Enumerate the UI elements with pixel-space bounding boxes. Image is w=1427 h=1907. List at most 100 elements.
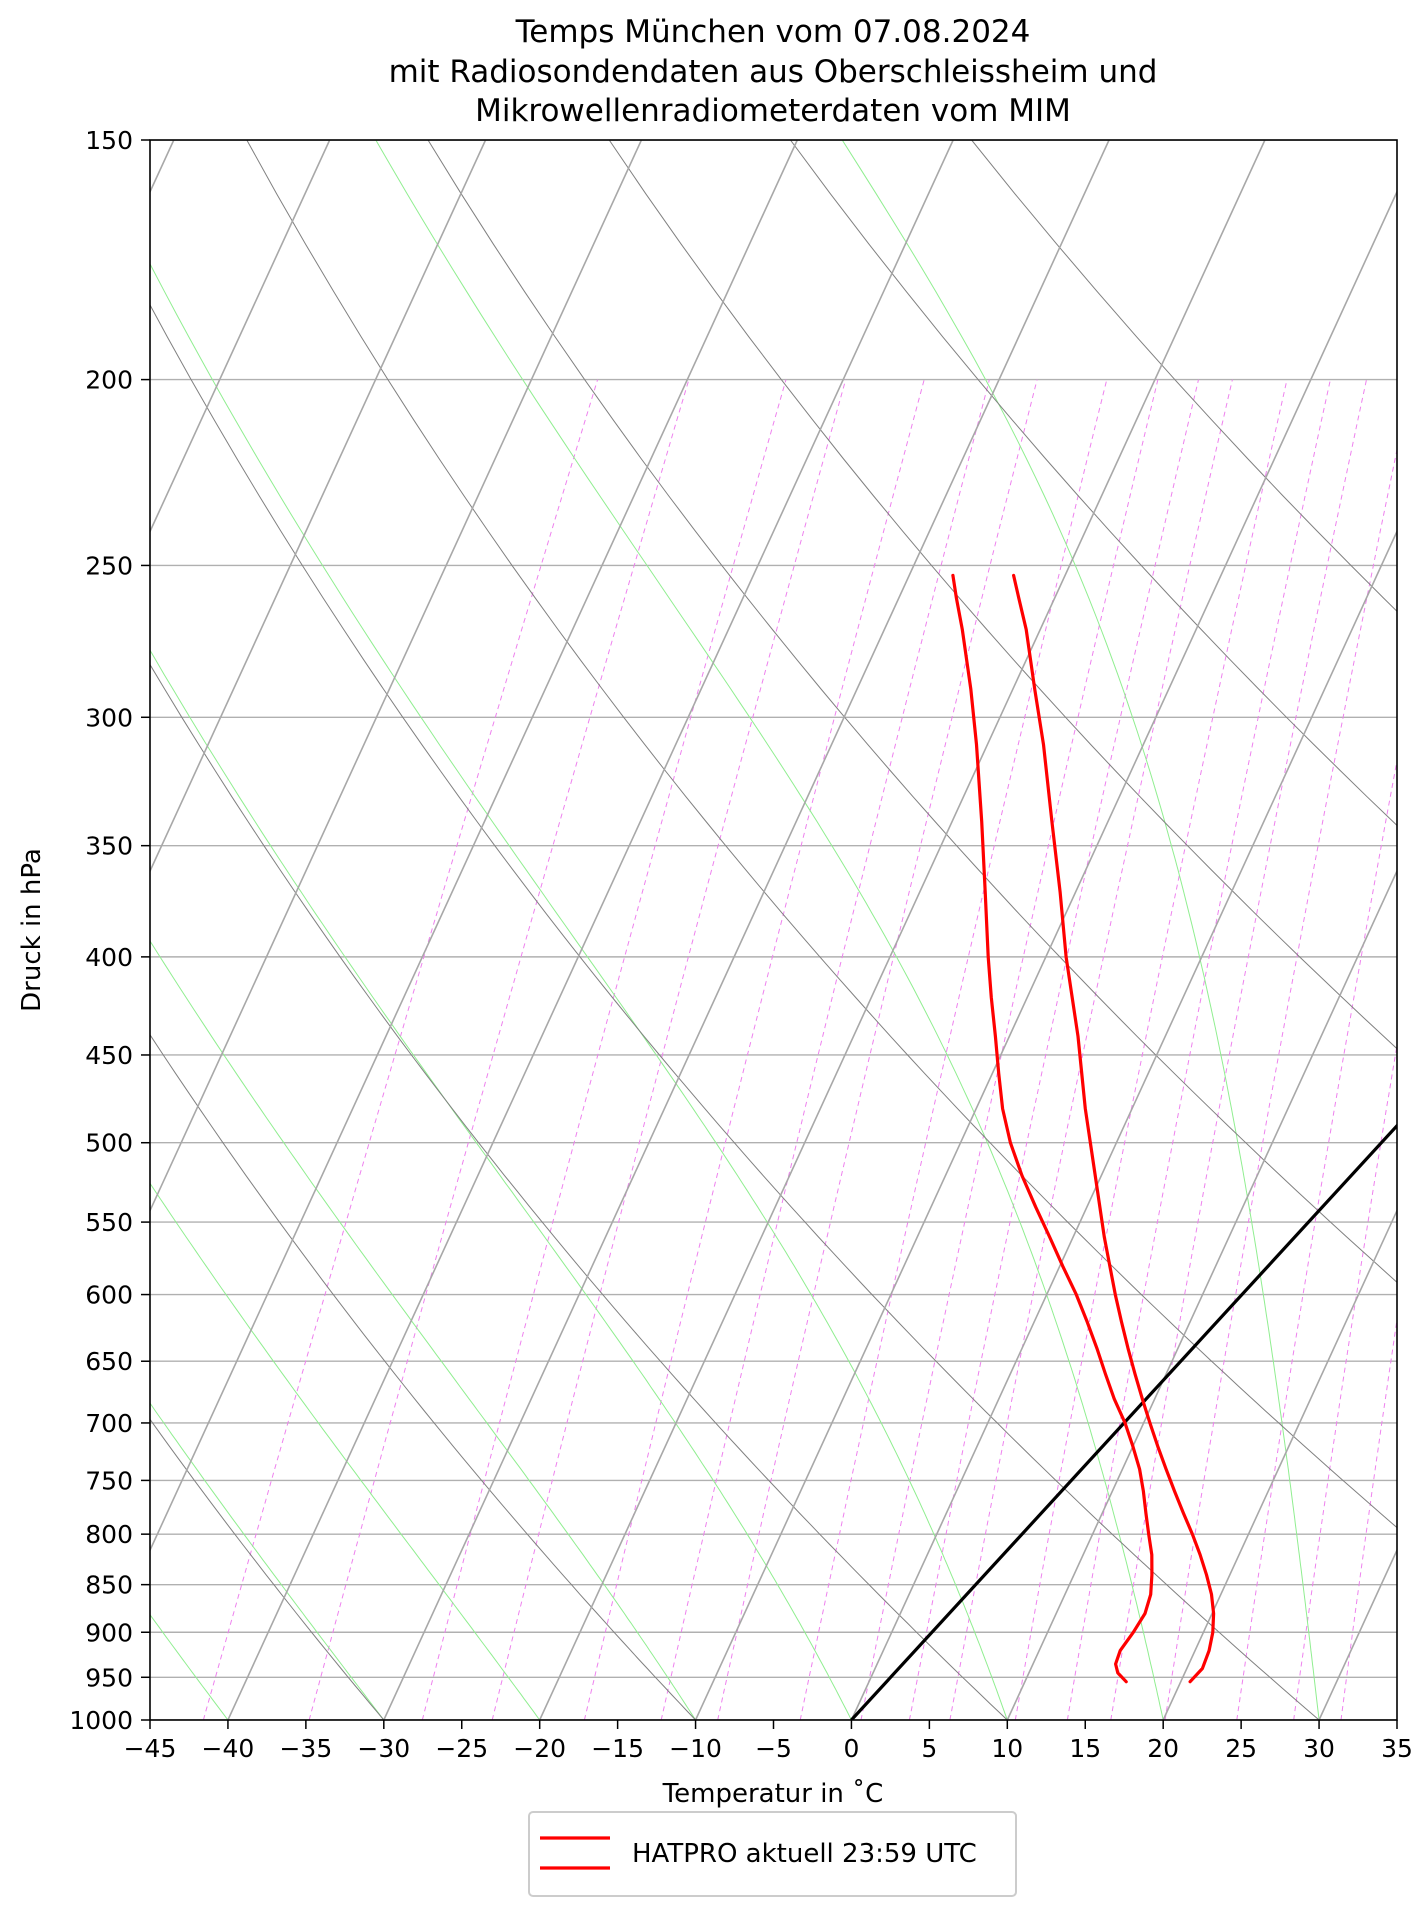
y-tick-label: 250 <box>85 551 133 580</box>
isotherm-line <box>383 140 1110 1720</box>
mixing-ratio-line <box>1417 380 1427 1720</box>
mixing-ratio-line <box>860 379 1159 1720</box>
chart-title-line-3: Mikrowellenradiometerdaten vom MIM <box>475 93 1071 129</box>
mixing-ratio-lines <box>202 379 1427 1720</box>
legend: HATPRO aktuell 23:59 UTC <box>528 1811 1017 1897</box>
series-line-dewpoint <box>951 573 1154 1684</box>
y-tick-label: 200 <box>85 366 133 395</box>
plot-area <box>0 140 1427 1720</box>
y-tick-label: 650 <box>85 1347 133 1376</box>
parcel-line-path <box>850 1123 1397 1720</box>
x-tick-label: −40 <box>202 1734 255 1763</box>
mixing-ratio-line <box>308 379 690 1720</box>
moist-adiabat-line <box>841 140 1320 1720</box>
mixing-ratio-line <box>908 379 1199 1720</box>
isotherm-line <box>694 189 1397 1720</box>
dry-adiabat-line <box>789 140 1397 827</box>
mixing-ratio-line <box>491 379 847 1720</box>
isotherm-line <box>1318 1548 1397 1720</box>
y-tick-label: 800 <box>85 1520 133 1549</box>
mixing-ratio-line <box>421 379 787 1720</box>
isotherm-line <box>150 140 331 534</box>
chart-title-line-2: mit Radiosondendaten aus Oberschleisshei… <box>389 54 1158 90</box>
mixing-ratio-line <box>1340 1316 1397 1720</box>
parcel-line <box>850 1123 1397 1720</box>
x-tick-label: 15 <box>1069 1734 1101 1763</box>
dry-adiabat-line <box>150 303 1320 1720</box>
isotherm-line <box>227 140 954 1720</box>
isotherm-line <box>1162 1208 1397 1720</box>
y-tick-label: 850 <box>85 1571 133 1600</box>
moist-adiabat-line <box>150 649 852 1720</box>
x-tick-label: −5 <box>755 1734 792 1763</box>
series-line-temperature <box>1011 573 1216 1684</box>
y-tick-label: 900 <box>85 1618 133 1647</box>
dry-adiabat-line <box>150 663 1008 1720</box>
isotherm-line <box>538 140 1266 1720</box>
isotherms <box>0 140 1397 1720</box>
legend-label: HATPRO aktuell 23:59 UTC <box>632 1839 977 1869</box>
y-tick-label: 300 <box>85 703 133 732</box>
x-tick-label: 10 <box>991 1734 1023 1763</box>
isotherm-line <box>150 140 799 1553</box>
x-tick-label: −25 <box>435 1734 488 1763</box>
mixing-ratio-line <box>660 379 990 1720</box>
mixing-ratio-line <box>1236 758 1397 1720</box>
x-tick-label: 35 <box>1381 1734 1413 1763</box>
legend-box <box>528 1811 1017 1897</box>
x-tick-label: −30 <box>357 1734 410 1763</box>
isotherm-line <box>150 140 487 873</box>
x-axis-label: Temperatur in ˚C <box>662 1779 884 1809</box>
y-tick-label: 150 <box>85 126 133 155</box>
dry-adiabat-line <box>971 140 1397 612</box>
moist-adiabat-line <box>375 140 1164 1720</box>
x-tick-label: −10 <box>669 1734 722 1763</box>
y-tick-label: 600 <box>85 1281 133 1310</box>
x-axis-ticks: −45 −40 −35 −30 −25 −20 −15 −10 −5 0 5 10 15 20 25 30 35 <box>124 1720 1413 1763</box>
x-tick-label: 25 <box>1225 1734 1257 1763</box>
mixing-ratio-line <box>1066 379 1331 1720</box>
x-tick-label: −45 <box>124 1734 177 1763</box>
mixing-ratio-line <box>949 379 1233 1720</box>
moist-adiabat-line <box>150 1402 385 1720</box>
x-tick-label: −35 <box>279 1734 332 1763</box>
data-series <box>951 573 1216 1684</box>
mixing-ratio-line <box>1014 379 1288 1720</box>
dry-adiabat-line <box>608 140 1397 1050</box>
y-tick-label: 700 <box>85 1409 133 1438</box>
y-tick-label: 350 <box>85 832 133 861</box>
isotherm-line <box>850 529 1397 1720</box>
dry-adiabat-line <box>427 140 1397 1283</box>
y-tick-label: 750 <box>85 1466 133 1495</box>
moist-adiabat-line <box>150 262 1008 1720</box>
y-tick-label: 450 <box>85 1041 133 1070</box>
isotherm-line <box>150 140 643 1213</box>
mixing-ratio-line <box>717 379 1038 1720</box>
dry-adiabats <box>150 140 1397 1720</box>
x-tick-label: 5 <box>921 1734 937 1763</box>
y-tick-label: 400 <box>85 943 133 972</box>
isotherm-line <box>1006 869 1397 1720</box>
dry-adiabat-line <box>150 1418 385 1720</box>
x-tick-label: −20 <box>513 1734 566 1763</box>
x-tick-label: 20 <box>1147 1734 1179 1763</box>
pressure-gridlines <box>150 140 1397 1720</box>
moist-adiabat-line <box>150 940 697 1720</box>
y-axis-ticks: 1000 950 900 850 800 750 700 650 600 550 500 450 400… <box>69 126 150 1735</box>
chart-title: Temps München vom 07.08.2024 mit Radioso… <box>389 14 1158 129</box>
x-tick-label: 30 <box>1303 1734 1335 1763</box>
y-tick-label: 1000 <box>69 1706 133 1735</box>
y-tick-label: 950 <box>85 1663 133 1692</box>
mixing-ratio-line <box>583 379 925 1720</box>
moist-adiabat-line <box>150 1182 541 1720</box>
mixing-ratio-line <box>1293 1042 1397 1720</box>
moist-adiabats <box>150 140 1320 1720</box>
isotherm-line <box>0 140 18 1720</box>
mixing-ratio-line <box>1110 379 1367 1720</box>
x-tick-label: 0 <box>843 1734 859 1763</box>
x-tick-label: −15 <box>591 1734 644 1763</box>
dry-adiabat-line <box>246 140 1397 1529</box>
y-tick-label: 550 <box>85 1208 133 1237</box>
mixing-ratio-line <box>202 379 599 1720</box>
